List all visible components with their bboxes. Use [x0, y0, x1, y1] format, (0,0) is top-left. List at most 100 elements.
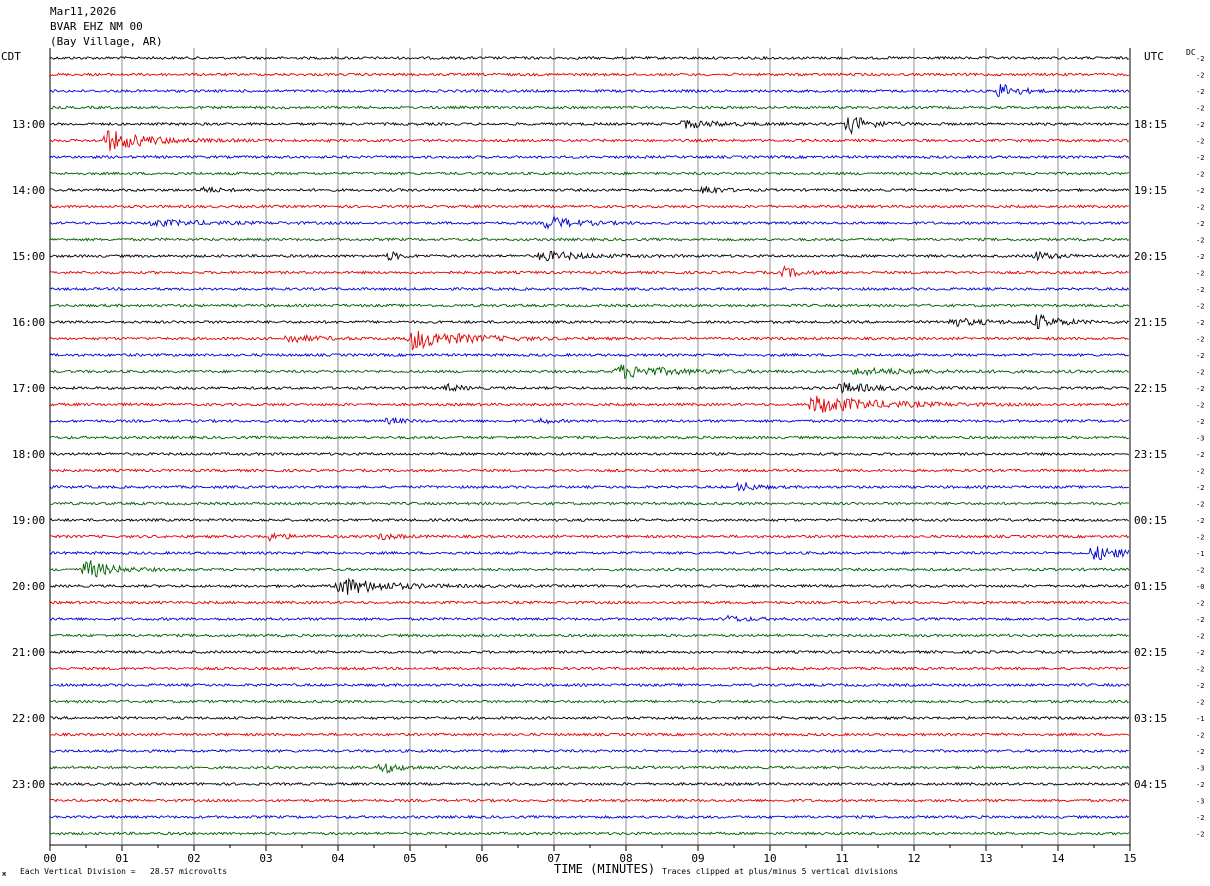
seismic-trace: [49, 55, 1130, 61]
left-hour-label: 22:00: [12, 712, 45, 725]
seismic-trace: [49, 798, 1129, 803]
x-tick-label: 11: [835, 852, 848, 865]
right-hour-label: 19:15: [1134, 184, 1167, 197]
left-hour-label: 18:00: [12, 448, 45, 461]
right-timezone-label: UTC: [1144, 50, 1164, 63]
seismic-trace: [49, 171, 1130, 176]
corner-mark: ж: [2, 870, 7, 878]
seismic-trace: [49, 303, 1130, 308]
seismic-trace: [49, 748, 1129, 754]
dc-offset-label: -2: [1196, 781, 1204, 789]
dc-offset-label: -2: [1196, 204, 1204, 212]
dc-offset-label: -2: [1196, 501, 1204, 509]
seismic-trace: [49, 501, 1129, 506]
x-tick-label: 15: [1123, 852, 1136, 865]
left-hour-label: 19:00: [12, 514, 45, 527]
dc-offset-label: -2: [1196, 220, 1204, 228]
x-tick-label: 12: [907, 852, 920, 865]
seismic-trace: [49, 649, 1129, 655]
x-tick-label: 05: [403, 852, 416, 865]
seismic-trace: [49, 468, 1129, 473]
x-tick-label: 01: [115, 852, 128, 865]
dc-offset-label: -2: [1196, 121, 1204, 129]
seismic-trace: [49, 416, 1130, 425]
scale-note: Each Vertical Division = 28.57 microvolt…: [20, 867, 228, 876]
seismic-trace: [49, 313, 1130, 330]
seismic-trace: [49, 451, 1130, 457]
right-hour-label: 00:15: [1134, 514, 1167, 527]
left-hour-label: 14:00: [12, 184, 45, 197]
clip-note: Traces clipped at plus/minus 5 vertical …: [662, 867, 899, 876]
dc-offset-label: -2: [1196, 600, 1204, 608]
seismic-trace: [49, 185, 1130, 195]
dc-offset-label: -0: [1196, 583, 1204, 591]
seismic-trace: [49, 204, 1129, 209]
left-hour-label: 17:00: [12, 382, 45, 395]
seismic-trace: [49, 130, 1130, 152]
dc-offset-label: -2: [1196, 237, 1204, 245]
dc-offset-label: -2: [1196, 303, 1204, 311]
seismic-trace: [49, 633, 1129, 638]
seismic-trace: [49, 781, 1130, 787]
dc-offset-label: -2: [1196, 418, 1204, 426]
dc-offset-label: -2: [1196, 270, 1204, 278]
left-hour-label: 16:00: [12, 316, 45, 329]
seismic-trace: [49, 352, 1129, 358]
seismic-trace: [49, 154, 1130, 160]
right-hour-label: 03:15: [1134, 712, 1167, 725]
dc-offset-label: -2: [1196, 633, 1204, 641]
axis-labels: 00 01 02 03 04 05 06 07 08 09 10 11 12 13 14 15 13:00 14:…: [12, 55, 1204, 865]
dc-offset-label: -2: [1196, 385, 1204, 393]
seismic-trace: [49, 577, 1130, 595]
dc-offset-label: -2: [1196, 484, 1204, 492]
seismic-trace: [49, 264, 1129, 278]
x-tick-label: 02: [187, 852, 200, 865]
left-hour-label: 15:00: [12, 250, 45, 263]
seismic-trace: [49, 214, 1129, 230]
dc-offset-label: -2: [1196, 88, 1204, 96]
dc-offset-label: -2: [1196, 352, 1204, 360]
seismic-trace: [49, 814, 1130, 820]
seismic-trace: [49, 435, 1130, 440]
x-tick-label: 06: [475, 852, 488, 865]
dc-offset-label: -2: [1196, 567, 1204, 575]
right-hour-label: 20:15: [1134, 250, 1167, 263]
x-tick-label: 13: [979, 852, 992, 865]
dc-offset-label: -2: [1196, 154, 1204, 162]
dc-offset-label: -2: [1196, 699, 1204, 707]
header-date: Mar11,2026: [50, 5, 117, 18]
dc-offset-label: -2: [1196, 517, 1204, 525]
dc-offset-label: -2: [1196, 286, 1204, 294]
seismic-trace: [49, 237, 1130, 242]
seismic-trace: [49, 715, 1130, 721]
dc-offset-label: -2: [1196, 666, 1204, 674]
seismic-trace: [49, 682, 1130, 688]
x-tick-label: 04: [331, 852, 345, 865]
seismic-trace: [49, 560, 1130, 578]
dc-offset-label: -2: [1196, 319, 1204, 327]
dc-offset-label: -2: [1196, 55, 1204, 63]
seismic-trace: [49, 517, 1130, 523]
seismic-trace: [49, 286, 1130, 292]
seismic-trace: [49, 831, 1130, 836]
right-hour-label: 01:15: [1134, 580, 1167, 593]
seismic-trace: [49, 763, 1130, 774]
x-tick-label: 03: [259, 852, 272, 865]
left-timezone-label: CDT: [1, 50, 21, 63]
seismic-trace: [49, 614, 1130, 622]
dc-offset-label: -2: [1196, 138, 1204, 146]
dc-offset-label: -3: [1196, 798, 1204, 806]
seismic-trace: [49, 382, 1130, 394]
dc-offset-label: -2: [1196, 72, 1204, 80]
dc-offset-label: -2: [1196, 814, 1204, 822]
minute-grid: [49, 48, 1131, 851]
dc-offset-label: -2: [1196, 468, 1204, 476]
seismic-trace: [49, 546, 1130, 561]
dc-offset-label: -1: [1196, 715, 1204, 723]
dc-offset-label: -2: [1196, 402, 1204, 410]
x-tick-label: 09: [691, 852, 704, 865]
seismic-trace: [49, 666, 1129, 671]
trace-group: [49, 55, 1130, 836]
dc-offset-label: -3: [1196, 765, 1204, 773]
